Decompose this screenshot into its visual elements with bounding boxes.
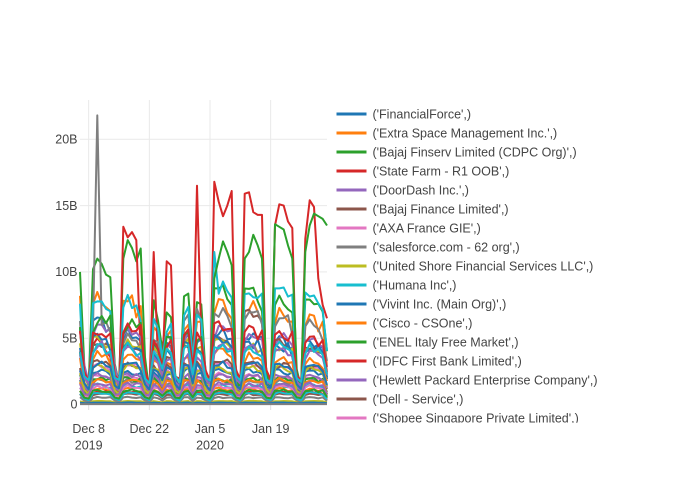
svg-text:('United Shore Financial Servi: ('United Shore Financial Services LLC',) <box>373 260 594 274</box>
svg-text:0: 0 <box>71 398 78 412</box>
svg-text:('Cisco - CSOne',): ('Cisco - CSOne',) <box>373 317 473 331</box>
svg-text:('Bajaj Finserv Limited (CDPC: ('Bajaj Finserv Limited (CDPC Org)',) <box>373 146 577 160</box>
svg-text:('DoorDash Inc.',): ('DoorDash Inc.',) <box>373 184 469 198</box>
svg-text:('ENEL Italy Free Market',): ('ENEL Italy Free Market',) <box>373 336 519 350</box>
svg-text:Dec 8: Dec 8 <box>72 422 105 436</box>
svg-text:('Extra Space Management Inc.': ('Extra Space Management Inc.',) <box>373 127 558 141</box>
svg-text:('Shopee Singapore Private Lim: ('Shopee Singapore Private Limited',) <box>373 412 579 426</box>
svg-text:('AXA France GIE',): ('AXA France GIE',) <box>373 222 481 236</box>
svg-text:('State Farm - R1 OOB',): ('State Farm - R1 OOB',) <box>373 165 510 179</box>
svg-text:20B: 20B <box>55 133 77 147</box>
svg-text:10B: 10B <box>55 265 77 279</box>
svg-text:('Humana Inc',): ('Humana Inc',) <box>373 279 457 293</box>
svg-text:('FinancialForce',): ('FinancialForce',) <box>373 108 472 122</box>
svg-text:('Vivint Inc. (Main Org)',): ('Vivint Inc. (Main Org)',) <box>373 298 507 312</box>
svg-text:('salesforce.com - 62 org',): ('salesforce.com - 62 org',) <box>373 241 520 255</box>
svg-text:Jan 5: Jan 5 <box>195 422 226 436</box>
svg-text:Jan 19: Jan 19 <box>252 422 290 436</box>
svg-text:5B: 5B <box>62 331 77 345</box>
svg-text:('Dell - Service',): ('Dell - Service',) <box>373 393 464 407</box>
svg-text:2019: 2019 <box>75 439 103 453</box>
svg-text:Dec 22: Dec 22 <box>129 422 169 436</box>
svg-text:('Hewlett Packard Enterprise C: ('Hewlett Packard Enterprise Company',) <box>373 374 598 388</box>
svg-text:('Bajaj Finance Limited',): ('Bajaj Finance Limited',) <box>373 203 509 217</box>
svg-text:('IDFC First Bank Limited',): ('IDFC First Bank Limited',) <box>373 355 522 369</box>
svg-text:2020: 2020 <box>196 439 224 453</box>
svg-text:15B: 15B <box>55 199 77 213</box>
